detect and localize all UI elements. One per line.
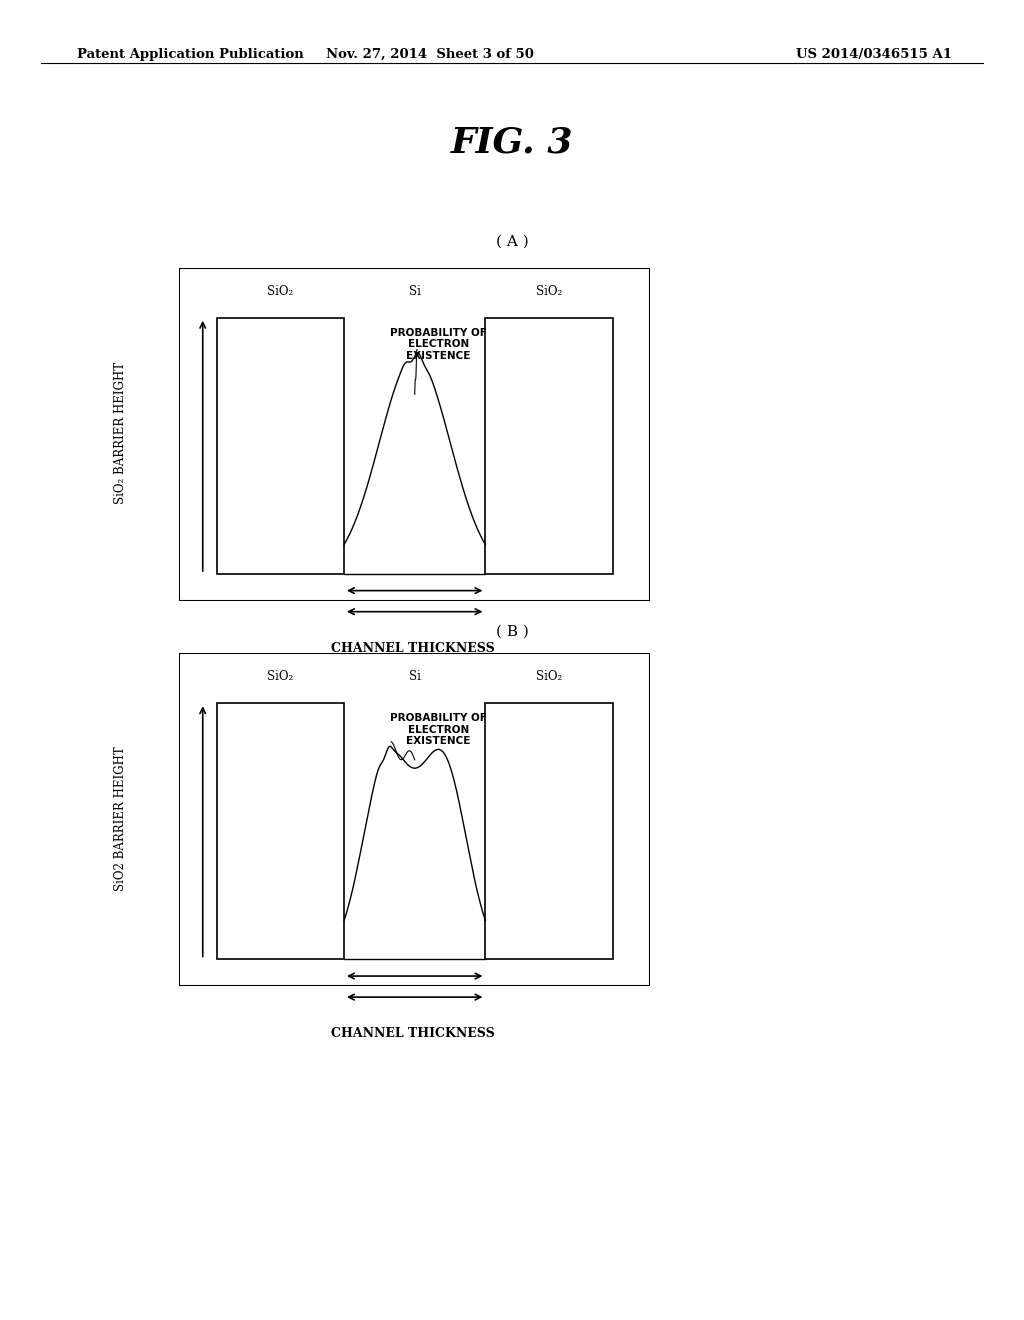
Text: FIG. 3: FIG. 3 xyxy=(451,125,573,160)
Text: PROBABILITY OF
ELECTRON
EXISTENCE: PROBABILITY OF ELECTRON EXISTENCE xyxy=(390,713,486,747)
Text: SiO₂: SiO₂ xyxy=(536,285,562,298)
Text: SiO₂: SiO₂ xyxy=(267,285,294,298)
Text: Nov. 27, 2014  Sheet 3 of 50: Nov. 27, 2014 Sheet 3 of 50 xyxy=(326,48,535,61)
Text: Si: Si xyxy=(409,671,421,684)
Text: SiO₂ BARRIER HEIGHT: SiO₂ BARRIER HEIGHT xyxy=(115,362,127,504)
Bar xyxy=(217,318,344,574)
Text: SiO₂: SiO₂ xyxy=(536,671,562,684)
Text: CHANNEL THICKNESS: CHANNEL THICKNESS xyxy=(331,1027,495,1040)
Text: ( B ): ( B ) xyxy=(496,624,528,639)
Text: Si: Si xyxy=(409,285,421,298)
Text: SiO2 BARRIER HEIGHT: SiO2 BARRIER HEIGHT xyxy=(115,746,127,891)
Bar xyxy=(217,704,344,960)
Text: Patent Application Publication: Patent Application Publication xyxy=(77,48,303,61)
Text: US 2014/0346515 A1: US 2014/0346515 A1 xyxy=(797,48,952,61)
Bar xyxy=(485,318,612,574)
Text: PROBABILITY OF
ELECTRON
EXISTENCE: PROBABILITY OF ELECTRON EXISTENCE xyxy=(390,327,486,362)
Text: ( A ): ( A ) xyxy=(496,235,528,249)
Bar xyxy=(485,704,612,960)
Text: CHANNEL THICKNESS: CHANNEL THICKNESS xyxy=(331,642,495,655)
Text: SiO₂: SiO₂ xyxy=(267,671,294,684)
